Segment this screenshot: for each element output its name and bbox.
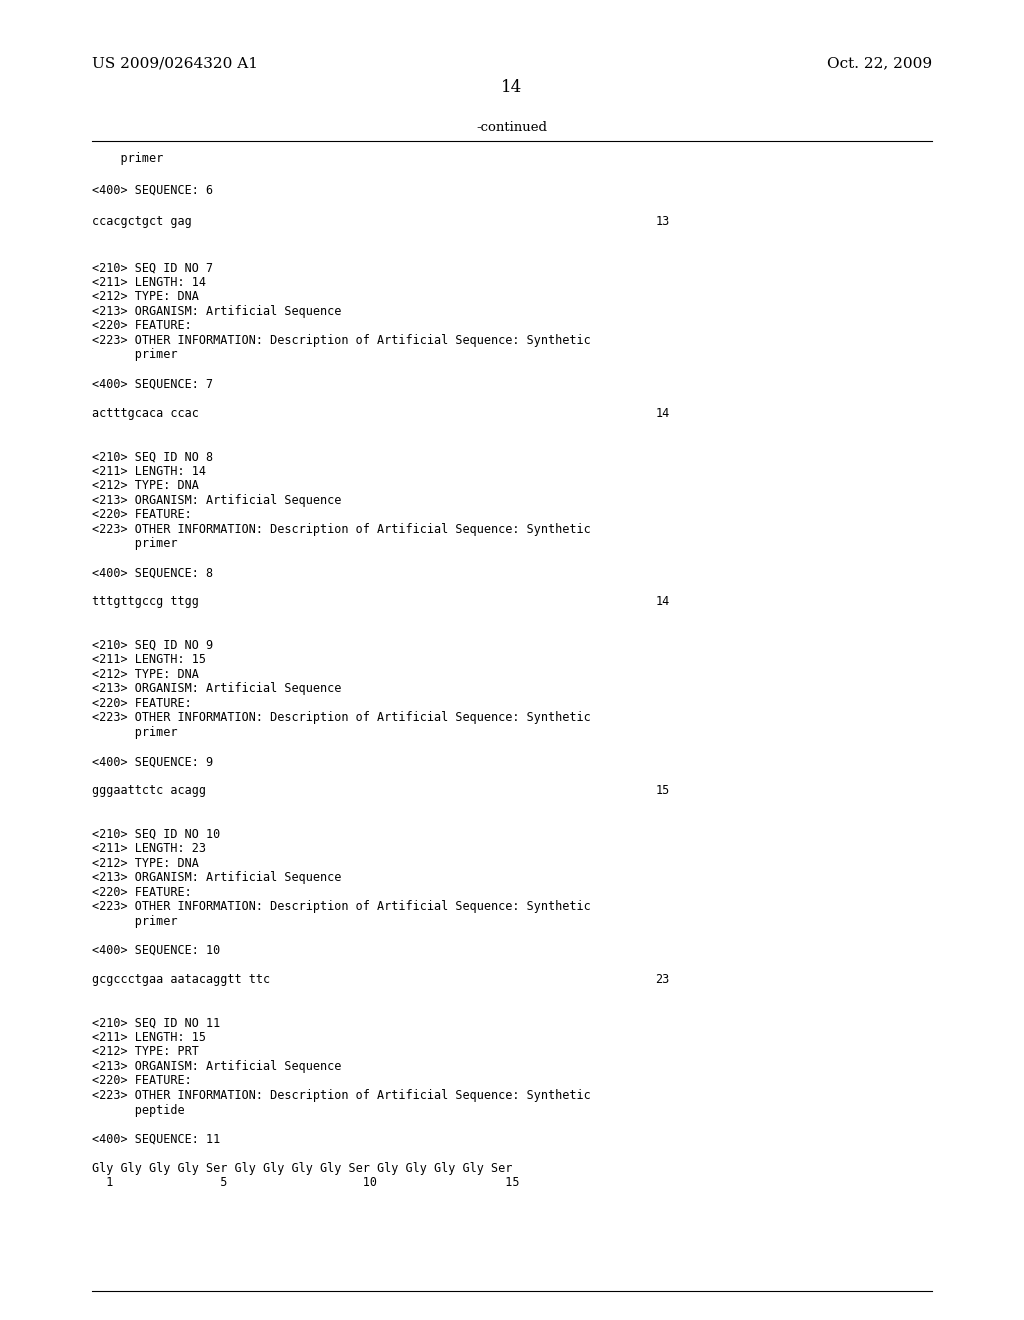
Text: <400> SEQUENCE: 9: <400> SEQUENCE: 9 <box>92 755 213 768</box>
Text: <223> OTHER INFORMATION: Description of Artificial Sequence: Synthetic: <223> OTHER INFORMATION: Description of … <box>92 900 591 913</box>
Text: <223> OTHER INFORMATION: Description of Artificial Sequence: Synthetic: <223> OTHER INFORMATION: Description of … <box>92 334 591 347</box>
Text: <211> LENGTH: 15: <211> LENGTH: 15 <box>92 1031 206 1044</box>
Text: ccacgctgct gag: ccacgctgct gag <box>92 215 191 228</box>
Text: 15: 15 <box>655 784 670 797</box>
Text: US 2009/0264320 A1: US 2009/0264320 A1 <box>92 57 258 71</box>
Text: <400> SEQUENCE: 6: <400> SEQUENCE: 6 <box>92 183 213 197</box>
Text: <213> ORGANISM: Artificial Sequence: <213> ORGANISM: Artificial Sequence <box>92 305 342 318</box>
Text: <220> FEATURE:: <220> FEATURE: <box>92 886 191 899</box>
Text: 1               5                   10                  15: 1 5 10 15 <box>92 1176 519 1189</box>
Text: <212> TYPE: DNA: <212> TYPE: DNA <box>92 479 199 492</box>
Text: 14: 14 <box>502 79 522 96</box>
Text: <223> OTHER INFORMATION: Description of Artificial Sequence: Synthetic: <223> OTHER INFORMATION: Description of … <box>92 1089 591 1102</box>
Text: <212> TYPE: DNA: <212> TYPE: DNA <box>92 290 199 304</box>
Text: tttgttgccg ttgg: tttgttgccg ttgg <box>92 595 199 609</box>
Text: primer: primer <box>92 348 177 362</box>
Text: <400> SEQUENCE: 8: <400> SEQUENCE: 8 <box>92 566 213 579</box>
Text: <220> FEATURE:: <220> FEATURE: <box>92 697 191 710</box>
Text: <211> LENGTH: 15: <211> LENGTH: 15 <box>92 653 206 667</box>
Text: 23: 23 <box>655 973 670 986</box>
Text: Oct. 22, 2009: Oct. 22, 2009 <box>826 57 932 71</box>
Text: <223> OTHER INFORMATION: Description of Artificial Sequence: Synthetic: <223> OTHER INFORMATION: Description of … <box>92 711 591 725</box>
Text: <223> OTHER INFORMATION: Description of Artificial Sequence: Synthetic: <223> OTHER INFORMATION: Description of … <box>92 523 591 536</box>
Text: -continued: -continued <box>476 121 548 135</box>
Text: <220> FEATURE:: <220> FEATURE: <box>92 508 191 521</box>
Text: <213> ORGANISM: Artificial Sequence: <213> ORGANISM: Artificial Sequence <box>92 682 342 696</box>
Text: <211> LENGTH: 14: <211> LENGTH: 14 <box>92 276 206 289</box>
Text: Gly Gly Gly Gly Ser Gly Gly Gly Gly Ser Gly Gly Gly Gly Ser: Gly Gly Gly Gly Ser Gly Gly Gly Gly Ser … <box>92 1162 513 1175</box>
Text: <213> ORGANISM: Artificial Sequence: <213> ORGANISM: Artificial Sequence <box>92 871 342 884</box>
Text: <220> FEATURE:: <220> FEATURE: <box>92 319 191 333</box>
Text: gggaattctc acagg: gggaattctc acagg <box>92 784 206 797</box>
Text: peptide: peptide <box>92 1104 184 1117</box>
Text: <400> SEQUENCE: 11: <400> SEQUENCE: 11 <box>92 1133 220 1146</box>
Text: <210> SEQ ID NO 7: <210> SEQ ID NO 7 <box>92 261 213 275</box>
Text: 14: 14 <box>655 595 670 609</box>
Text: primer: primer <box>92 915 177 928</box>
Text: <210> SEQ ID NO 8: <210> SEQ ID NO 8 <box>92 450 213 463</box>
Text: primer: primer <box>92 726 177 739</box>
Text: 14: 14 <box>655 407 670 420</box>
Text: <220> FEATURE:: <220> FEATURE: <box>92 1074 191 1088</box>
Text: <213> ORGANISM: Artificial Sequence: <213> ORGANISM: Artificial Sequence <box>92 494 342 507</box>
Text: <210> SEQ ID NO 9: <210> SEQ ID NO 9 <box>92 639 213 652</box>
Text: <212> TYPE: PRT: <212> TYPE: PRT <box>92 1045 199 1059</box>
Text: <211> LENGTH: 14: <211> LENGTH: 14 <box>92 465 206 478</box>
Text: primer: primer <box>92 537 177 550</box>
Text: <212> TYPE: DNA: <212> TYPE: DNA <box>92 857 199 870</box>
Text: <400> SEQUENCE: 10: <400> SEQUENCE: 10 <box>92 944 220 957</box>
Text: actttgcaca ccac: actttgcaca ccac <box>92 407 199 420</box>
Text: gcgccctgaa aatacaggtt ttc: gcgccctgaa aatacaggtt ttc <box>92 973 270 986</box>
Text: <210> SEQ ID NO 10: <210> SEQ ID NO 10 <box>92 828 220 841</box>
Text: <213> ORGANISM: Artificial Sequence: <213> ORGANISM: Artificial Sequence <box>92 1060 342 1073</box>
Text: 13: 13 <box>655 215 670 228</box>
Text: <212> TYPE: DNA: <212> TYPE: DNA <box>92 668 199 681</box>
Text: primer: primer <box>92 152 164 165</box>
Text: <210> SEQ ID NO 11: <210> SEQ ID NO 11 <box>92 1016 220 1030</box>
Text: <211> LENGTH: 23: <211> LENGTH: 23 <box>92 842 206 855</box>
Text: <400> SEQUENCE: 7: <400> SEQUENCE: 7 <box>92 378 213 391</box>
